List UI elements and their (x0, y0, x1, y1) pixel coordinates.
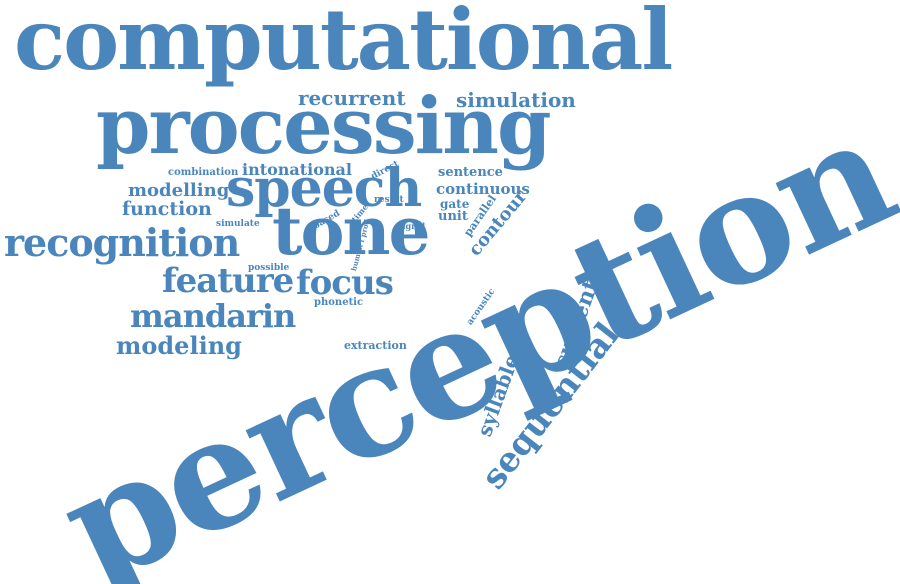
word-intonational: intonational (242, 160, 352, 179)
word-modeling: modeling (116, 331, 242, 360)
word-signal: signal (398, 221, 426, 231)
word-extraction: extraction (344, 339, 407, 352)
word-possible: possible (248, 263, 290, 273)
word-speech: speech (226, 158, 422, 219)
word-recognition: recognition (4, 220, 240, 265)
word-focus: focus (296, 263, 394, 303)
word-recurrent: recurrent (298, 86, 406, 110)
word-unit: unit (438, 209, 468, 224)
word-tone: tone (272, 192, 430, 270)
word-gate: gate (440, 197, 470, 211)
word-function: function (122, 198, 212, 220)
word-sentence: sentence (438, 165, 503, 180)
word-simulate: simulate (216, 219, 260, 229)
word-result: result (374, 195, 404, 205)
word-mandarin: mandarin (130, 297, 296, 335)
word-modelling: modelling (128, 180, 230, 201)
word-combination: combination (168, 167, 239, 178)
word-phonetic: phonetic (314, 297, 364, 308)
word-feature: feature (162, 261, 294, 301)
word-computational: computational (14, 0, 673, 89)
word-continuous: continuous (436, 180, 530, 198)
word-simulation: simulation (456, 88, 576, 112)
word-processing: processing (96, 81, 551, 172)
